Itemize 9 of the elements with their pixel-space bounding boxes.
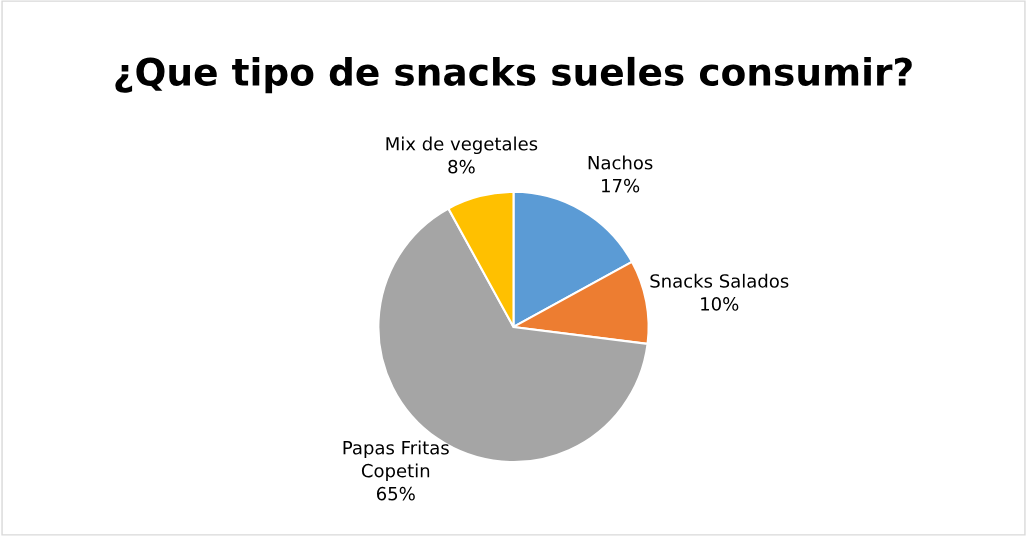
slice-label: Nachos — [588, 155, 653, 170]
data-label: 17% — [602, 178, 640, 193]
slice-label: Mix de vegetales — [386, 136, 538, 155]
data-label: 10% — [701, 297, 739, 311]
slice-label: Papas Fritas Copetin — [343, 440, 449, 481]
chart-title: ¿Que tipo de snacks sueles consumir? — [115, 56, 912, 94]
data-label: 65% — [376, 486, 415, 501]
slice-label: Snacks Salados — [650, 273, 789, 288]
data-label: 8% — [448, 159, 475, 174]
